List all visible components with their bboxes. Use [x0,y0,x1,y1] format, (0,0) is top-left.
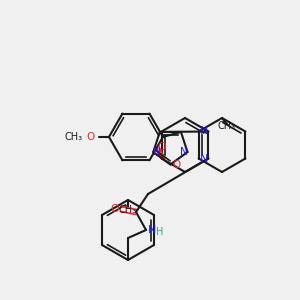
Text: H: H [156,227,164,237]
Text: N: N [200,154,208,164]
Text: N: N [200,127,208,136]
Text: N: N [148,225,156,235]
Text: O: O [157,142,166,152]
Text: O: O [111,204,119,214]
Text: N: N [153,147,161,157]
Text: CH₃: CH₃ [119,205,137,215]
Text: O: O [172,160,181,170]
Text: CH₃: CH₃ [218,121,236,131]
Text: N: N [180,147,188,157]
Text: CH₃: CH₃ [65,132,83,142]
Text: O: O [87,132,95,142]
